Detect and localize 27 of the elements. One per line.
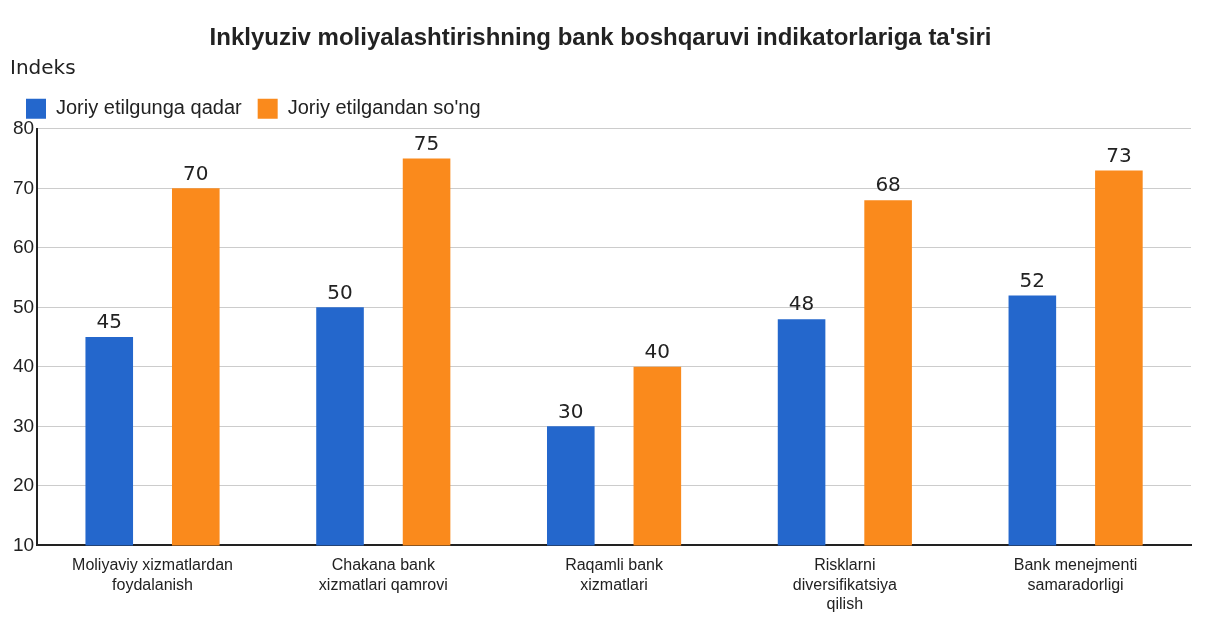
y-tick-label: 60 xyxy=(12,236,35,258)
y-tick-label: 50 xyxy=(12,295,35,317)
data-label: 68 xyxy=(875,172,901,197)
data-label: 30 xyxy=(558,398,584,423)
y-tick-label: 10 xyxy=(12,533,35,555)
data-label: 70 xyxy=(183,160,209,185)
y-tick-label: 40 xyxy=(12,355,35,377)
x-tick-label: Chakana bank xizmatlari qamrovi xyxy=(318,556,448,593)
legend-label: Joriy etilgandan so'ng xyxy=(287,96,481,119)
y-axis-title: Indeks xyxy=(10,55,76,79)
y-tick-label: 80 xyxy=(12,117,35,139)
x-tick-label: Risklarni diversifikatsiya qilish xyxy=(792,556,897,612)
data-label: 52 xyxy=(1019,267,1046,292)
y-tick-label: 20 xyxy=(12,474,35,496)
x-tick-label: Raqamli bank xizmatlari xyxy=(565,556,664,593)
y-tick-label: 30 xyxy=(12,414,35,436)
chart-title: Inklyuziv moliyalashtirishning bank boshqaruvi indikatorlariga ta'siri xyxy=(209,23,992,51)
data-label: 48 xyxy=(788,291,815,316)
data-label: 40 xyxy=(644,339,671,364)
data-label: 45 xyxy=(96,309,122,334)
data-label: 75 xyxy=(413,130,440,155)
data-label: 50 xyxy=(327,279,353,304)
x-tick-label: Bank menejmenti samaradorligi xyxy=(1013,556,1138,593)
y-tick-label: 70 xyxy=(12,176,35,198)
x-tick-label: Moliyaviy xizmatlardan foydalanish xyxy=(72,556,233,593)
legend-label: Joriy etilgunga qadar xyxy=(56,96,243,119)
data-label: 73 xyxy=(1106,142,1132,167)
